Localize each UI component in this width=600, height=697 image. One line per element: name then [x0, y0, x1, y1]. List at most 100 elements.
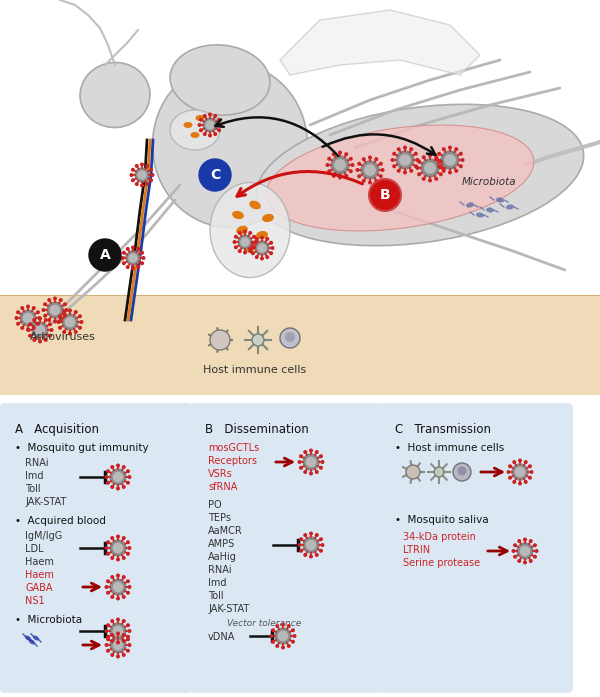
Text: NS1: NS1	[25, 596, 44, 606]
Circle shape	[310, 472, 313, 475]
Circle shape	[209, 135, 211, 137]
Circle shape	[17, 323, 19, 325]
Circle shape	[50, 329, 53, 331]
Circle shape	[218, 118, 220, 121]
Circle shape	[380, 162, 382, 165]
Circle shape	[416, 159, 419, 161]
Circle shape	[304, 470, 307, 473]
Circle shape	[345, 153, 347, 155]
Circle shape	[44, 339, 47, 342]
Circle shape	[275, 628, 291, 644]
Circle shape	[235, 236, 237, 238]
Circle shape	[514, 556, 517, 558]
Ellipse shape	[506, 204, 514, 210]
Circle shape	[381, 169, 384, 171]
Ellipse shape	[266, 125, 534, 231]
Circle shape	[110, 469, 126, 485]
Ellipse shape	[486, 207, 494, 213]
Circle shape	[416, 167, 419, 169]
Circle shape	[63, 311, 65, 314]
Circle shape	[151, 174, 154, 176]
Circle shape	[350, 170, 352, 173]
Circle shape	[110, 540, 126, 556]
Circle shape	[300, 549, 302, 552]
Circle shape	[298, 544, 301, 546]
Circle shape	[338, 151, 341, 154]
Circle shape	[69, 309, 71, 312]
Circle shape	[27, 328, 29, 331]
Circle shape	[33, 339, 35, 342]
Circle shape	[132, 267, 134, 270]
Text: •  Acquired blood: • Acquired blood	[15, 516, 106, 526]
Text: Arboviruses: Arboviruses	[30, 332, 96, 342]
Circle shape	[116, 632, 119, 635]
Circle shape	[107, 541, 109, 544]
Text: Imd: Imd	[208, 578, 227, 588]
Circle shape	[335, 160, 345, 170]
Circle shape	[304, 553, 307, 556]
Circle shape	[65, 309, 68, 312]
Circle shape	[358, 175, 361, 178]
Circle shape	[116, 558, 119, 561]
Circle shape	[455, 169, 458, 172]
Circle shape	[116, 641, 119, 644]
Circle shape	[29, 335, 31, 337]
Circle shape	[59, 299, 62, 301]
Circle shape	[529, 539, 532, 542]
Circle shape	[307, 457, 316, 466]
Circle shape	[238, 235, 252, 249]
Circle shape	[26, 305, 29, 308]
Circle shape	[127, 638, 129, 641]
Circle shape	[238, 231, 241, 234]
Circle shape	[218, 129, 220, 132]
Circle shape	[461, 159, 464, 161]
Circle shape	[410, 169, 413, 172]
Circle shape	[422, 178, 425, 180]
Circle shape	[131, 169, 134, 171]
Circle shape	[127, 482, 129, 484]
Circle shape	[105, 546, 108, 549]
Circle shape	[37, 323, 39, 325]
Circle shape	[442, 148, 445, 151]
Text: Host immune cells: Host immune cells	[203, 365, 307, 375]
Circle shape	[285, 332, 295, 342]
Circle shape	[249, 250, 251, 252]
Circle shape	[438, 165, 440, 167]
Circle shape	[320, 455, 322, 457]
Circle shape	[252, 334, 264, 346]
Circle shape	[127, 650, 129, 652]
Text: C   Transmission: C Transmission	[395, 423, 491, 436]
FancyBboxPatch shape	[0, 403, 193, 693]
Circle shape	[127, 470, 129, 473]
Circle shape	[122, 537, 125, 539]
Circle shape	[271, 247, 274, 250]
Circle shape	[105, 644, 108, 646]
Circle shape	[256, 238, 258, 240]
Circle shape	[529, 477, 531, 479]
Text: Serine protease: Serine protease	[403, 558, 480, 568]
Circle shape	[49, 335, 51, 337]
Circle shape	[107, 636, 109, 638]
Circle shape	[316, 470, 318, 473]
Circle shape	[519, 482, 521, 485]
Circle shape	[150, 169, 152, 171]
Circle shape	[251, 252, 254, 254]
Circle shape	[63, 330, 65, 333]
Circle shape	[436, 159, 439, 161]
Circle shape	[316, 534, 318, 536]
Circle shape	[111, 557, 113, 559]
Text: JAK-STAT: JAK-STAT	[208, 604, 249, 614]
Text: LDL: LDL	[25, 544, 44, 554]
Circle shape	[266, 256, 269, 259]
Circle shape	[127, 592, 129, 594]
Text: AaMCR: AaMCR	[208, 526, 243, 536]
Circle shape	[209, 113, 211, 116]
Circle shape	[438, 153, 440, 155]
Circle shape	[249, 231, 251, 234]
Circle shape	[515, 468, 524, 477]
Ellipse shape	[33, 636, 39, 641]
Text: Toll: Toll	[208, 591, 224, 601]
Text: PO: PO	[208, 500, 221, 510]
Circle shape	[127, 541, 129, 544]
Circle shape	[214, 133, 217, 135]
